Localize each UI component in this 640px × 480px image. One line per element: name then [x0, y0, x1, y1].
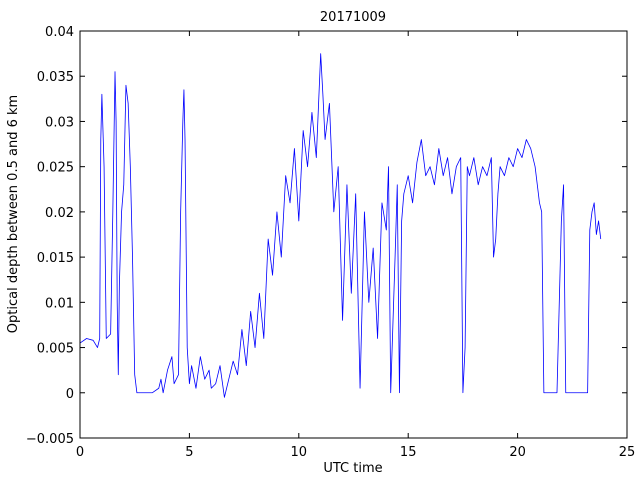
y-tick-label: 0.035	[37, 70, 74, 85]
y-tick-label: 0.015	[37, 251, 74, 266]
y-tick-label: 0.03	[45, 115, 74, 130]
y-tick-label: 0.04	[45, 25, 74, 40]
plot-area	[79, 53, 602, 398]
y-tick-label: 0	[66, 387, 74, 402]
x-axis-label: UTC time	[323, 461, 382, 476]
x-tick-label: 5	[185, 445, 193, 460]
y-tick-label: 0.025	[37, 161, 74, 176]
axes-frame	[79, 30, 628, 439]
chart-title: 20171009	[320, 10, 386, 25]
y-tick-label: 0.01	[45, 296, 74, 311]
x-tick-label: 15	[400, 445, 417, 460]
axes: 0 5 10 15 20 25−0.00500.0050.010.0150.020.025…	[26, 25, 635, 460]
y-tick-label: −0.005	[26, 432, 74, 447]
y-tick-label: 0.005	[37, 342, 74, 357]
data-series-line	[79, 53, 602, 398]
x-tick-label: 0	[76, 445, 84, 460]
y-tick-label: 0.02	[45, 206, 74, 221]
x-tick-label: 20	[509, 445, 526, 460]
x-tick-label: 10	[291, 445, 308, 460]
y-axis-label: Optical depth between 0.5 and 6 km	[6, 95, 21, 333]
x-tick-label: 25	[619, 445, 636, 460]
